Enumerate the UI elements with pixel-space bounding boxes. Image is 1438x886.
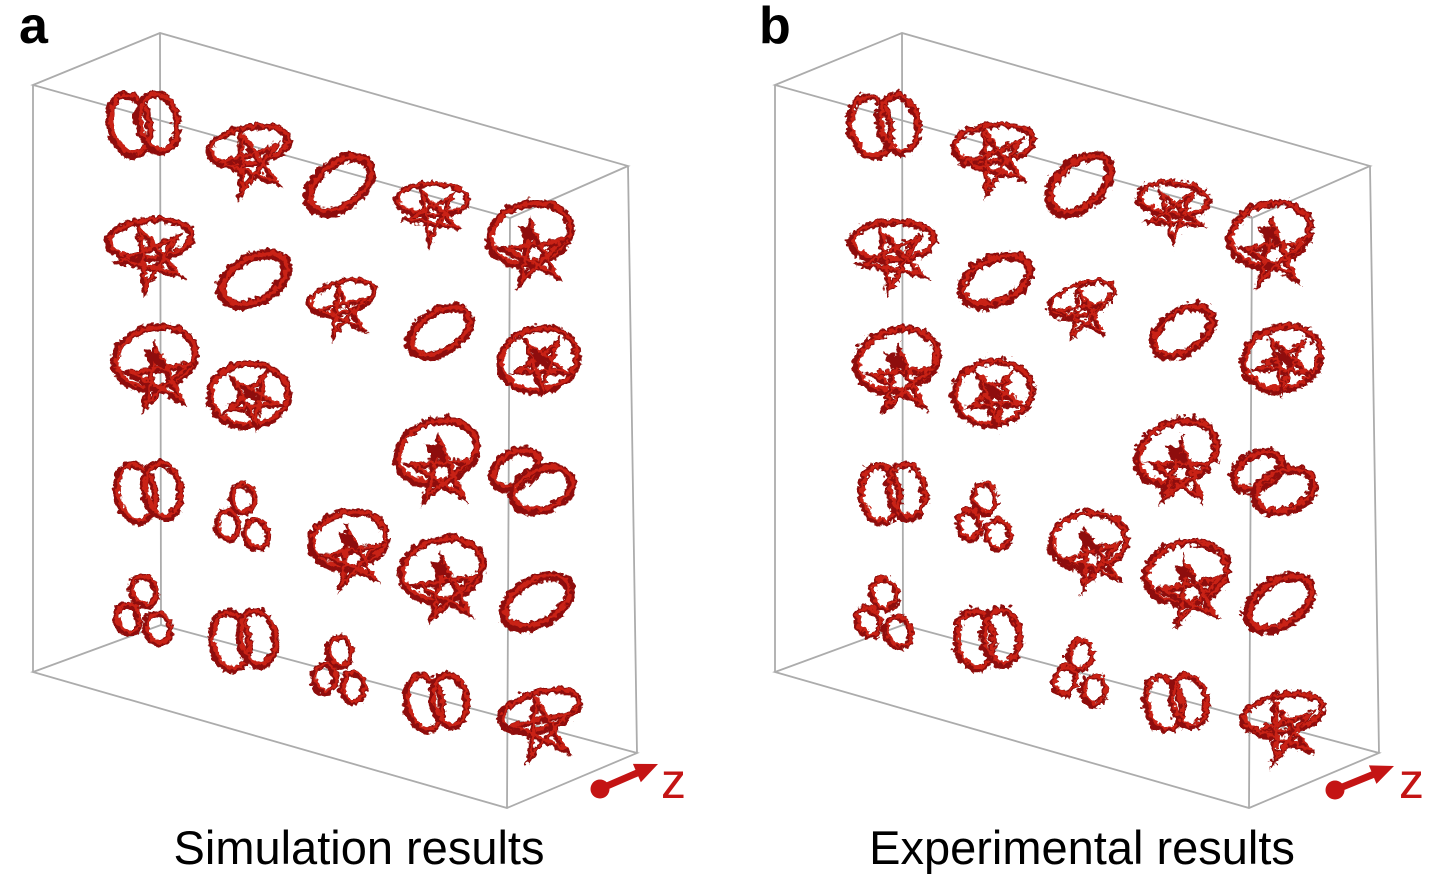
knot-star bbox=[102, 214, 194, 298]
knot-qknot bbox=[395, 533, 485, 625]
knot-qknot bbox=[1045, 507, 1128, 594]
panel-a-label: a bbox=[19, 0, 48, 55]
knot-coil bbox=[400, 669, 469, 732]
panel-b-caption: Experimental results bbox=[869, 821, 1295, 874]
knot-coil bbox=[110, 457, 183, 524]
panel-a-z-axis-label: z bbox=[661, 753, 686, 809]
knot-qknot bbox=[305, 506, 389, 592]
knot-tri bbox=[308, 632, 367, 704]
knot-tri bbox=[850, 573, 912, 648]
knot-star bbox=[947, 119, 1035, 199]
knot-star bbox=[391, 179, 469, 249]
z-axis-arrow-b bbox=[1325, 765, 1394, 800]
knot-ring bbox=[1146, 299, 1215, 359]
knot-tri bbox=[211, 479, 270, 551]
panel-a-caption: Simulation results bbox=[173, 821, 545, 874]
knot-ring bbox=[954, 248, 1033, 309]
knot-starring bbox=[494, 322, 580, 398]
knot-ring bbox=[496, 569, 574, 631]
knot-tri bbox=[1049, 634, 1107, 706]
knot-ring bbox=[1239, 569, 1315, 633]
knot-ring bbox=[213, 247, 291, 309]
knot-ring bbox=[1042, 148, 1114, 217]
knot-tri bbox=[953, 478, 1011, 550]
knot-star bbox=[1044, 276, 1115, 342]
knot-coil bbox=[843, 89, 920, 159]
knot-ring bbox=[403, 301, 473, 359]
knot-qknot bbox=[1131, 414, 1219, 505]
knot-coil bbox=[855, 458, 927, 525]
panel-a bbox=[30, 32, 658, 809]
knot-qknot bbox=[391, 414, 479, 506]
z-axis-arrow-a bbox=[590, 763, 658, 799]
knot-coil bbox=[1139, 669, 1208, 733]
knot-star bbox=[1133, 177, 1210, 248]
knot-qknot bbox=[1139, 536, 1230, 629]
panel-b-label: b bbox=[759, 0, 791, 55]
knot-starring bbox=[1237, 320, 1322, 396]
knot-tri bbox=[110, 570, 172, 646]
knot-pretzel bbox=[486, 444, 575, 514]
knot-pretzel bbox=[1227, 445, 1317, 516]
knot-qknot bbox=[483, 197, 573, 289]
knot-starring bbox=[947, 355, 1033, 431]
knot-star bbox=[304, 275, 376, 341]
panel-b bbox=[772, 32, 1394, 809]
panel-b-z-axis-label: z bbox=[1399, 753, 1424, 809]
knot-star bbox=[844, 216, 936, 299]
knot-star bbox=[203, 121, 291, 201]
knot-qknot bbox=[108, 321, 198, 413]
knot-star bbox=[495, 684, 581, 764]
knot-qknot bbox=[1223, 196, 1312, 288]
knot-qknot bbox=[850, 323, 939, 415]
knot-coil bbox=[205, 605, 278, 672]
knot-coil bbox=[950, 603, 1022, 671]
knot-starring bbox=[204, 357, 290, 433]
knot-ring bbox=[301, 150, 375, 216]
knot-star bbox=[1236, 688, 1324, 768]
knot-coil bbox=[103, 87, 180, 158]
